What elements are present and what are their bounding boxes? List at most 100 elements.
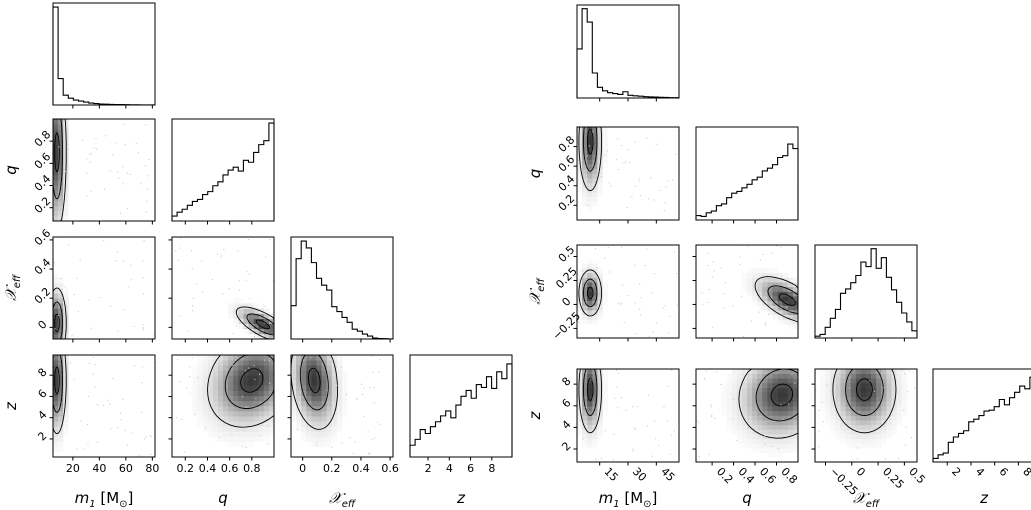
density-cell — [602, 159, 608, 165]
y-tick-label: 0.6 — [32, 150, 54, 172]
density-cell — [577, 182, 583, 188]
density-cell — [253, 333, 259, 340]
sample-point — [112, 378, 114, 380]
sample-point — [604, 257, 606, 259]
sample-point — [610, 185, 612, 187]
sample-point — [741, 295, 743, 297]
density-cell — [316, 421, 322, 427]
density-cell — [258, 360, 265, 366]
density-cell — [597, 282, 603, 288]
density-cell — [891, 387, 897, 393]
density-cell — [777, 277, 783, 283]
density-cell — [896, 373, 902, 379]
density-cell — [321, 441, 327, 448]
density-cell — [866, 443, 872, 449]
density-cell — [787, 443, 794, 449]
sample-point — [371, 355, 373, 357]
density-cell — [248, 360, 254, 366]
density-cell — [850, 406, 857, 412]
panel-frame — [52, 118, 156, 222]
sample-point — [664, 305, 666, 307]
density-cell — [602, 300, 608, 306]
density-cell — [597, 178, 603, 184]
sample-point — [369, 452, 371, 454]
density-cell — [840, 373, 846, 379]
density-cell — [726, 420, 732, 426]
density-cell — [577, 378, 583, 384]
density-cell — [736, 373, 743, 379]
density-cell — [53, 385, 59, 391]
density-cell — [301, 431, 307, 437]
density-cell — [577, 131, 583, 137]
density-cell — [871, 369, 877, 374]
sample-point — [80, 420, 82, 422]
density-cell — [602, 150, 608, 156]
density-cell — [726, 415, 732, 421]
density-cell — [336, 355, 343, 361]
sample-point — [64, 286, 66, 288]
x-tick-label: 0.2 — [323, 462, 341, 475]
density-cell — [587, 392, 593, 398]
density-cell — [850, 410, 857, 416]
density-cell — [777, 319, 783, 325]
panel-frame — [695, 368, 799, 463]
density-cell — [855, 378, 862, 384]
sample-point — [144, 165, 147, 167]
density-cell — [757, 369, 763, 374]
density-cell — [228, 406, 234, 412]
contour-2 — [755, 368, 799, 422]
density-cell — [223, 355, 229, 361]
density-cell — [301, 390, 307, 397]
density-cell — [741, 277, 748, 283]
sample-point — [884, 458, 887, 460]
density-cell — [296, 426, 302, 432]
sample-point — [655, 143, 657, 145]
panel-q-chi — [692, 244, 799, 342]
density-cell — [58, 390, 64, 397]
sample-point — [634, 185, 637, 187]
density-cell — [855, 415, 862, 421]
density-cell — [850, 443, 857, 449]
density-cell — [243, 426, 249, 432]
density-cell — [58, 144, 64, 150]
sample-point — [732, 398, 734, 400]
density-cell — [597, 272, 603, 278]
density-cell — [871, 373, 877, 379]
density-cell — [777, 382, 783, 388]
sample-point — [145, 436, 147, 438]
density-cell — [58, 416, 64, 422]
sample-point — [94, 386, 96, 388]
density-cell — [592, 420, 598, 426]
density-cell — [592, 187, 598, 193]
density-cell — [860, 443, 867, 449]
density-cell — [263, 333, 270, 340]
density-cell — [253, 323, 259, 330]
sample-point — [638, 180, 640, 182]
density-cell — [736, 369, 743, 374]
density-cell — [886, 378, 892, 384]
density-cell — [296, 390, 302, 397]
sample-point — [137, 152, 139, 154]
sample-point — [103, 188, 106, 190]
density-cell — [592, 268, 598, 274]
density-cell — [891, 396, 897, 402]
density-cell — [772, 424, 778, 430]
density-cell — [762, 286, 768, 292]
y-tick-label: 0.8 — [32, 128, 54, 150]
sample-point — [600, 176, 603, 178]
density-cell — [592, 378, 598, 384]
density-cell — [258, 390, 265, 397]
density-cell — [582, 201, 588, 207]
sample-point — [222, 293, 224, 295]
sample-point — [248, 273, 250, 275]
density-cell — [577, 150, 583, 156]
density-cell — [731, 420, 738, 426]
density-cell — [202, 416, 208, 422]
density-cell — [248, 370, 254, 376]
sample-point — [354, 441, 356, 443]
density-cell — [207, 395, 214, 402]
density-cell — [792, 438, 799, 444]
density-cell — [202, 370, 208, 376]
density-cell — [53, 119, 59, 125]
density-cell — [58, 170, 64, 176]
